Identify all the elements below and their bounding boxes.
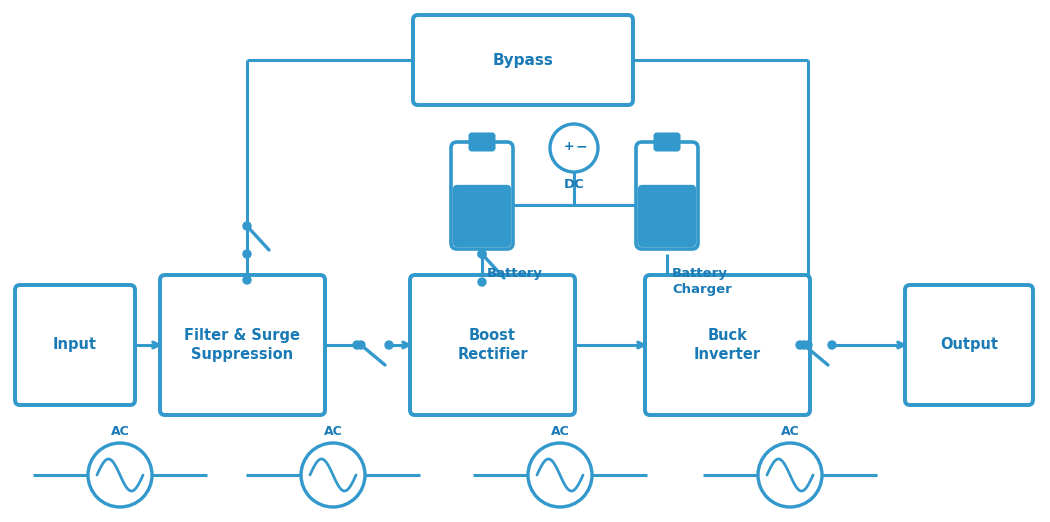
Circle shape xyxy=(796,341,804,349)
Text: +: + xyxy=(564,139,574,152)
FancyBboxPatch shape xyxy=(905,285,1033,405)
Text: Buck
Inverter: Buck Inverter xyxy=(694,328,761,362)
Circle shape xyxy=(385,341,393,349)
Circle shape xyxy=(828,341,836,349)
Text: DC: DC xyxy=(564,178,585,191)
Text: AC: AC xyxy=(780,425,799,438)
Text: Output: Output xyxy=(940,338,997,352)
Circle shape xyxy=(243,222,251,230)
FancyBboxPatch shape xyxy=(638,185,696,247)
Text: AC: AC xyxy=(110,425,129,438)
Circle shape xyxy=(243,276,251,284)
FancyBboxPatch shape xyxy=(160,275,326,415)
FancyBboxPatch shape xyxy=(413,15,633,105)
FancyBboxPatch shape xyxy=(645,275,810,415)
Text: Battery
Charger: Battery Charger xyxy=(672,267,732,296)
Text: −: − xyxy=(575,139,587,153)
Circle shape xyxy=(357,341,365,349)
Text: Filter & Surge
Suppression: Filter & Surge Suppression xyxy=(185,328,300,362)
FancyBboxPatch shape xyxy=(452,142,513,249)
Text: Battery: Battery xyxy=(487,267,543,280)
Text: Boost
Rectifier: Boost Rectifier xyxy=(457,328,528,362)
Bar xyxy=(657,136,677,148)
Circle shape xyxy=(353,341,361,349)
Text: Input: Input xyxy=(52,338,97,352)
Text: AC: AC xyxy=(323,425,342,438)
FancyBboxPatch shape xyxy=(15,285,135,405)
Circle shape xyxy=(478,250,486,258)
FancyBboxPatch shape xyxy=(655,134,679,150)
Text: Bypass: Bypass xyxy=(492,53,553,67)
Circle shape xyxy=(804,341,812,349)
Bar xyxy=(472,136,492,148)
Circle shape xyxy=(478,278,486,286)
Text: AC: AC xyxy=(550,425,569,438)
FancyBboxPatch shape xyxy=(453,185,511,247)
FancyBboxPatch shape xyxy=(636,142,698,249)
Circle shape xyxy=(478,250,486,258)
Circle shape xyxy=(800,341,808,349)
FancyBboxPatch shape xyxy=(410,275,575,415)
Circle shape xyxy=(243,250,251,258)
FancyBboxPatch shape xyxy=(470,134,494,150)
